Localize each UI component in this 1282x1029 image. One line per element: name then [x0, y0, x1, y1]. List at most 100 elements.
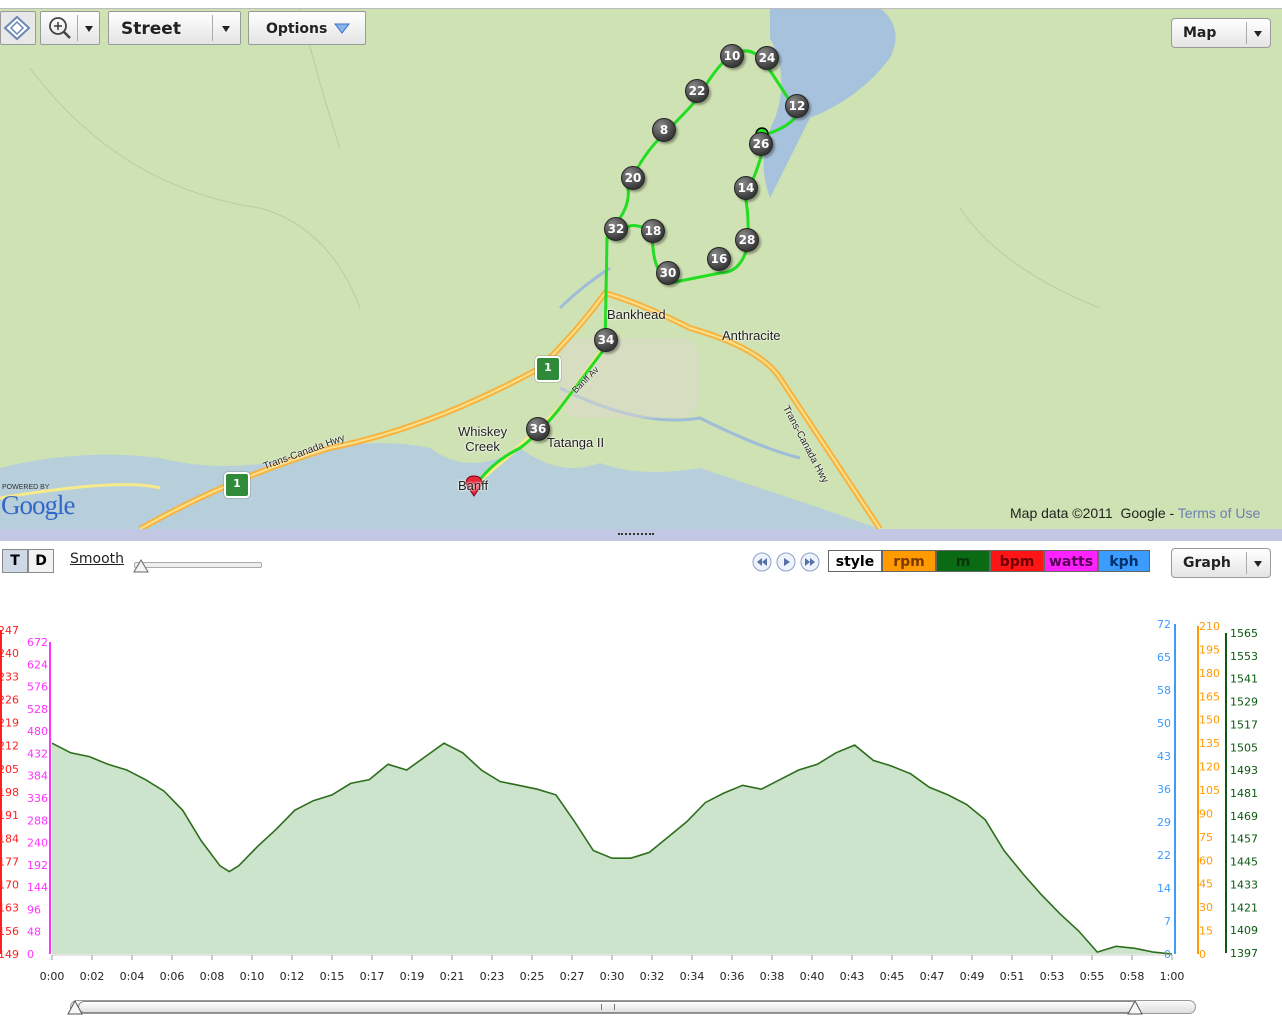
route-marker[interactable]: 28 — [735, 228, 759, 252]
terms-of-use-link[interactable]: Terms of Use — [1177, 505, 1261, 521]
rewind-button[interactable] — [752, 552, 772, 572]
route-marker[interactable]: 12 — [785, 94, 809, 118]
map-canvas[interactable] — [0, 8, 1282, 529]
graph-view-select[interactable]: Graph — [1171, 548, 1271, 578]
series-toggle-rpm[interactable]: rpm — [882, 550, 936, 572]
toggle-distance-button[interactable]: D — [28, 549, 54, 573]
route-marker[interactable]: 32 — [604, 217, 628, 241]
watts-tick-label: 48 — [27, 926, 41, 939]
chevron-down-icon[interactable] — [85, 26, 93, 32]
zoom-control-button[interactable] — [40, 11, 100, 45]
series-toggle-kph[interactable]: kph — [1098, 550, 1150, 572]
kph-tick-label: 43 — [1157, 750, 1171, 763]
x-tick-label: 0:32 — [640, 970, 665, 983]
elevation-area — [52, 743, 1172, 954]
m-tick-label: 1409 — [1230, 924, 1258, 937]
series-toggle-watts[interactable]: watts — [1044, 550, 1098, 572]
watts-tick-label: 240 — [27, 837, 48, 850]
route-marker[interactable]: 10 — [720, 44, 744, 68]
elevation-line — [51, 742, 1173, 955]
toggle-time-button[interactable]: T — [2, 549, 28, 573]
kph-tick-label: 22 — [1157, 849, 1171, 862]
route-marker[interactable]: 26 — [749, 132, 773, 156]
options-button[interactable]: Options — [248, 11, 366, 45]
chevron-down-icon[interactable] — [1254, 561, 1262, 567]
kph-tick-label: 72 — [1157, 618, 1171, 631]
smooth-slider-track[interactable] — [134, 562, 262, 568]
m-tick-label: 1493 — [1230, 764, 1258, 777]
watts-tick-label: 432 — [27, 747, 48, 760]
google-logo[interactable]: Google — [1, 490, 75, 520]
river-line-2 — [558, 266, 611, 310]
map-label-anthracite: Anthracite — [722, 328, 781, 343]
triangle-down-icon — [334, 23, 350, 34]
m-tick-label: 1529 — [1230, 696, 1258, 709]
x-tick-label: 0:12 — [280, 970, 305, 983]
series-toggle-style[interactable]: style — [828, 550, 882, 572]
highway-1-shield-icon — [535, 356, 561, 382]
separator — [77, 15, 78, 41]
x-tick-label: 0:27 — [560, 970, 585, 983]
rpm-tick-label: 135 — [1199, 737, 1220, 750]
m-tick-label: 1421 — [1230, 901, 1258, 914]
trail-line — [29, 67, 361, 309]
x-tick-label: 0:53 — [1040, 970, 1065, 983]
top-border — [0, 0, 1282, 9]
m-tick-label: 1553 — [1230, 650, 1258, 663]
x-tick-label: 0:25 — [520, 970, 545, 983]
rpm-tick-label: 105 — [1199, 784, 1220, 797]
route-marker[interactable]: 20 — [621, 166, 645, 190]
x-tick-label: 0:45 — [880, 970, 905, 983]
map-label-whiskey-creek: Whiskey Creek — [458, 424, 508, 454]
range-left-handle[interactable] — [66, 999, 84, 1015]
bpm-tick-label: 163 — [0, 902, 19, 915]
fast-forward-button[interactable] — [800, 552, 820, 572]
kph-tick-label: 14 — [1157, 882, 1171, 895]
pan-control-button[interactable] — [0, 11, 36, 45]
route-marker[interactable]: 34 — [594, 328, 618, 352]
map-view[interactable]: Bankhead Anthracite Whiskey Creek Tatang… — [0, 8, 1282, 529]
series-toggle-m[interactable]: m — [936, 550, 990, 572]
series-toggle-bpm[interactable]: bpm — [990, 550, 1044, 572]
kph-tick-label: 36 — [1157, 783, 1171, 796]
chevron-down-icon[interactable] — [222, 26, 230, 32]
separator — [1246, 22, 1247, 44]
watts-tick-label: 96 — [27, 903, 41, 916]
range-scrollbar-thumb[interactable] — [78, 1001, 1138, 1013]
map-label-bankhead: Bankhead — [607, 307, 666, 322]
route-marker[interactable]: 16 — [707, 247, 731, 271]
map-graph-splitter[interactable] — [0, 529, 1282, 541]
x-tick-label: 0:55 — [1080, 970, 1105, 983]
route-marker[interactable]: 14 — [734, 176, 758, 200]
route-marker[interactable]: 18 — [641, 219, 665, 243]
route-marker[interactable]: 22 — [685, 79, 709, 103]
m-tick-label: 1481 — [1230, 787, 1258, 800]
route-marker[interactable]: 30 — [656, 261, 680, 285]
x-tick-label: 0:10 — [240, 970, 265, 983]
bpm-tick-label: 240 — [0, 647, 19, 660]
x-tick-label: 1:00 — [1160, 970, 1185, 983]
chevron-down-icon[interactable] — [1254, 31, 1262, 37]
rpm-tick-label: 195 — [1199, 643, 1220, 656]
map-attribution: Map data ©2011 Google - Terms of Use — [1010, 505, 1260, 521]
x-tick-label: 0:34 — [680, 970, 705, 983]
rpm-tick-label: 165 — [1199, 690, 1220, 703]
trail-line-3 — [959, 207, 1101, 309]
rpm-tick-label: 120 — [1199, 761, 1220, 774]
smooth-slider-handle[interactable] — [133, 559, 149, 573]
rpm-tick-label: 90 — [1199, 807, 1213, 820]
route-marker[interactable]: 24 — [755, 46, 779, 70]
map-label-banff: Banff — [458, 478, 489, 493]
bpm-tick-label: 149 — [0, 948, 19, 961]
watts-tick-label: 624 — [27, 658, 48, 671]
route-marker[interactable]: 36 — [526, 417, 550, 441]
splitter-grip-icon[interactable] — [618, 533, 654, 538]
rpm-tick-label: 150 — [1199, 714, 1220, 727]
map-view-select[interactable]: Map — [1171, 18, 1271, 48]
route-marker[interactable]: 8 — [652, 118, 676, 142]
hwy-lane — [139, 291, 881, 529]
separator — [212, 15, 213, 41]
range-right-handle[interactable] — [1126, 999, 1144, 1015]
map-type-select[interactable]: Street — [108, 11, 241, 45]
play-button[interactable] — [776, 552, 796, 572]
